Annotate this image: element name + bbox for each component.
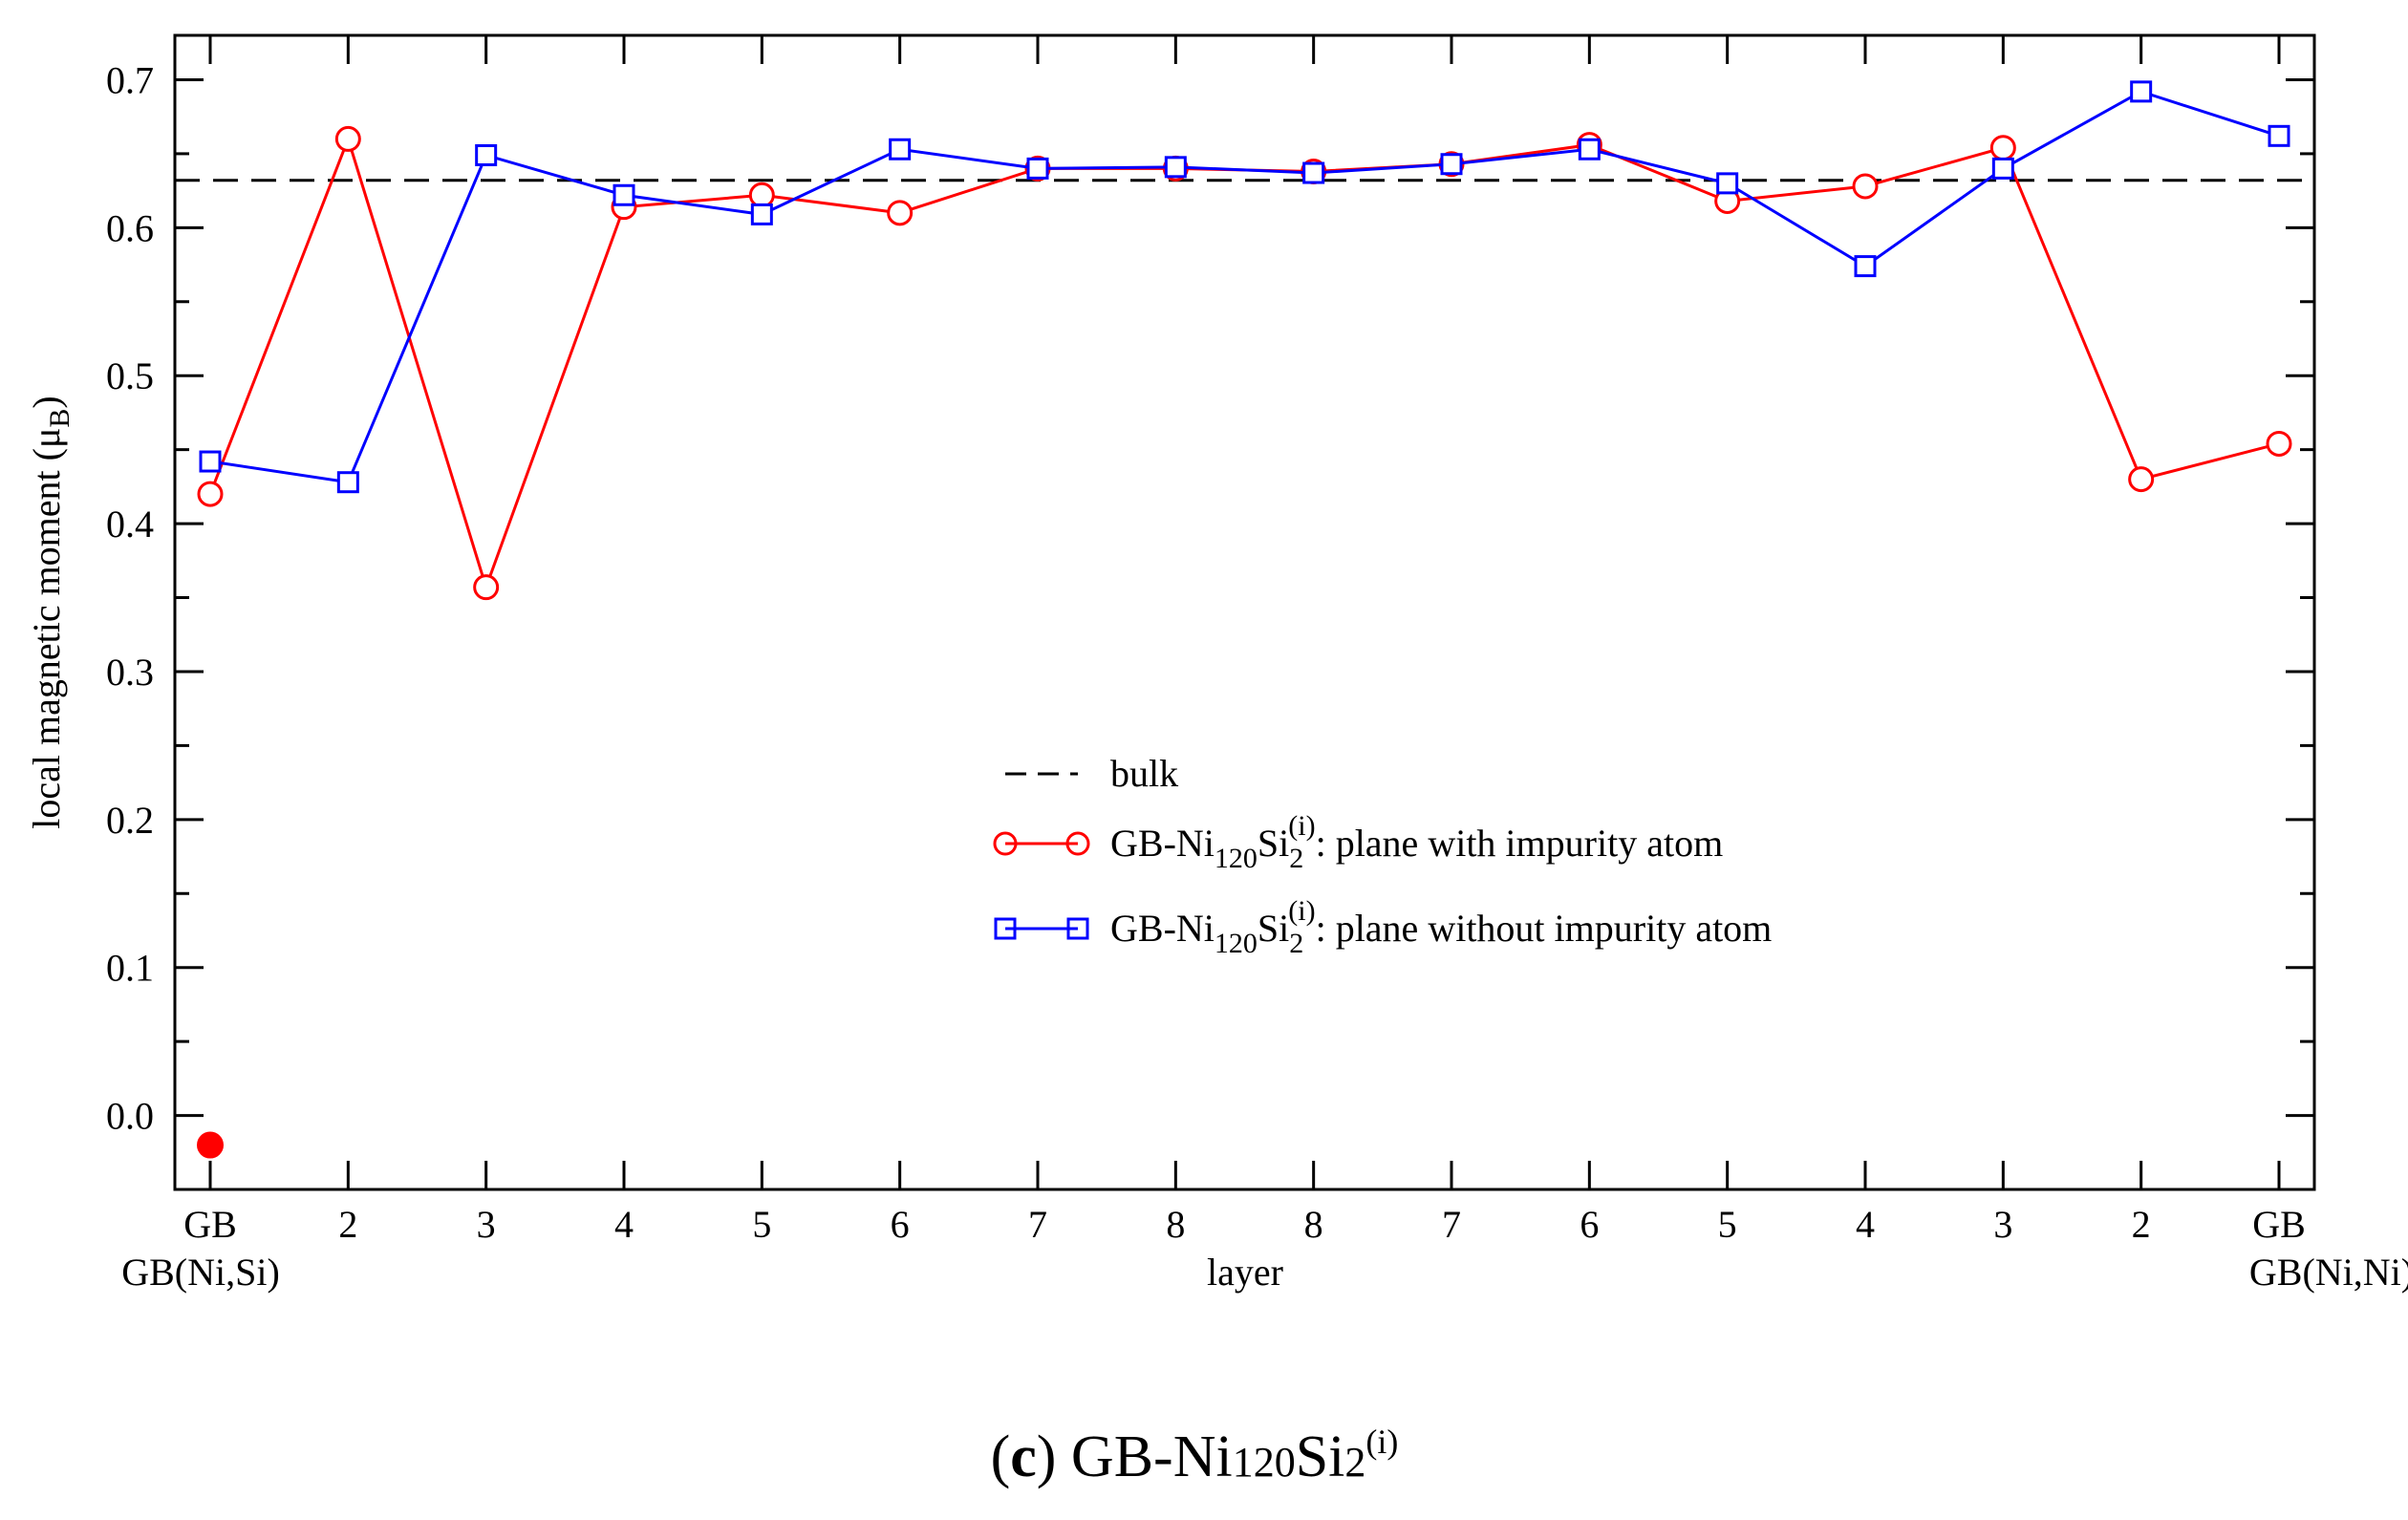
y-axis-title: local magnetic moment (μB) [25,396,75,829]
data-point-square [1440,153,1463,176]
data-point-circle [334,125,361,152]
legend-red-marker [1065,831,1090,856]
series-layer [197,80,2292,1159]
x-tick-label: 2 [2132,1203,2151,1246]
y-tick-label: 0.6 [106,206,154,249]
legend-bulk-label: bulk [1110,752,1178,795]
data-point-circle [1852,173,1879,200]
data-point-circle [2128,466,2155,493]
y-tick-label: 0.2 [106,799,154,842]
x-tick-label: 3 [477,1203,496,1246]
x-tick-label: 8 [1304,1203,1323,1246]
x-tick-label: 3 [1993,1203,2012,1246]
data-point-square [336,471,359,494]
x-tick-label: 6 [1580,1203,1599,1246]
legend-red-marker [993,831,1018,856]
data-point-square [475,143,498,166]
legend: bulk GB-Ni120Si2(i): plane with impurity… [993,752,1772,959]
x-tick-label: 8 [1166,1203,1185,1246]
x-axis-title: layer [1207,1251,1283,1294]
x-tick-label: 7 [1028,1203,1047,1246]
x-tick-label: 5 [752,1203,771,1246]
data-point-circle [887,200,914,226]
y-tick-label: 0.0 [106,1095,154,1138]
data-point-square [613,183,635,206]
figure-caption: (c) GB-Ni120Si2(i) [991,1423,1399,1489]
x-tick-label: 6 [891,1203,910,1246]
series-line-circle [208,134,2280,592]
data-point-square [199,450,222,473]
data-point-square [1854,255,1877,278]
data-point-circle [473,574,500,601]
y-tick-label: 0.7 [106,58,154,101]
data-point-square [1716,172,1739,195]
data-point-square [1026,157,1049,180]
data-point-square [2268,124,2290,147]
data-point-circle [1989,135,2016,161]
data-point-square [1578,138,1601,161]
series-line-square [209,90,2280,484]
x-tick-label: GB [183,1203,237,1246]
legend-blue-label: GB-Ni120Si2(i): plane without impurity a… [1110,895,1772,959]
y-tick-label: 0.5 [106,354,154,397]
legend-red-label: GB-Ni120Si2(i): plane with impurity atom [1110,810,1723,874]
y-axis-title-main: local magnetic moment (μ [25,428,68,829]
data-point-square [1164,156,1187,179]
data-point-square [1991,157,2014,180]
x-tick-label: 4 [614,1203,634,1246]
y-tick-label: 0.1 [106,947,154,990]
data-point-circle [748,182,775,208]
x-tick-label: 2 [338,1203,357,1246]
plot-frame [173,33,2316,1191]
y-axis-title-sub: B [44,409,75,428]
x-tick-label: GB [2252,1203,2306,1246]
x-axis-ticks: GB 2 3 4 5 6 7 8 8 7 6 5 4 3 2 GB [183,35,2306,1246]
x-tick-label: 4 [1856,1203,1875,1246]
y-tick-label: 0.4 [106,503,154,546]
data-point-square [1302,161,1325,184]
data-point-square [2130,80,2153,103]
data-point-circle [2266,430,2292,457]
y-tick-label: 0.3 [106,651,154,694]
data-point-square [750,203,773,225]
legend-blue-marker [994,917,1017,940]
data-point-square [889,138,912,161]
y-axis-title-close: ) [25,396,68,408]
data-point-circle [197,481,224,507]
y-axis-ticks: 0.0 0.1 0.2 0.3 0.4 0.5 0.6 0.7 [106,58,2314,1138]
legend-blue-marker [1066,917,1089,940]
impurity-point [197,1131,224,1159]
x-sublabel-left: GB(Ni,Si) [121,1251,280,1294]
x-tick-label: 7 [1442,1203,1461,1246]
x-tick-label: 5 [1718,1203,1737,1246]
x-sublabel-right: GB(Ni,Ni) [2249,1251,2408,1294]
